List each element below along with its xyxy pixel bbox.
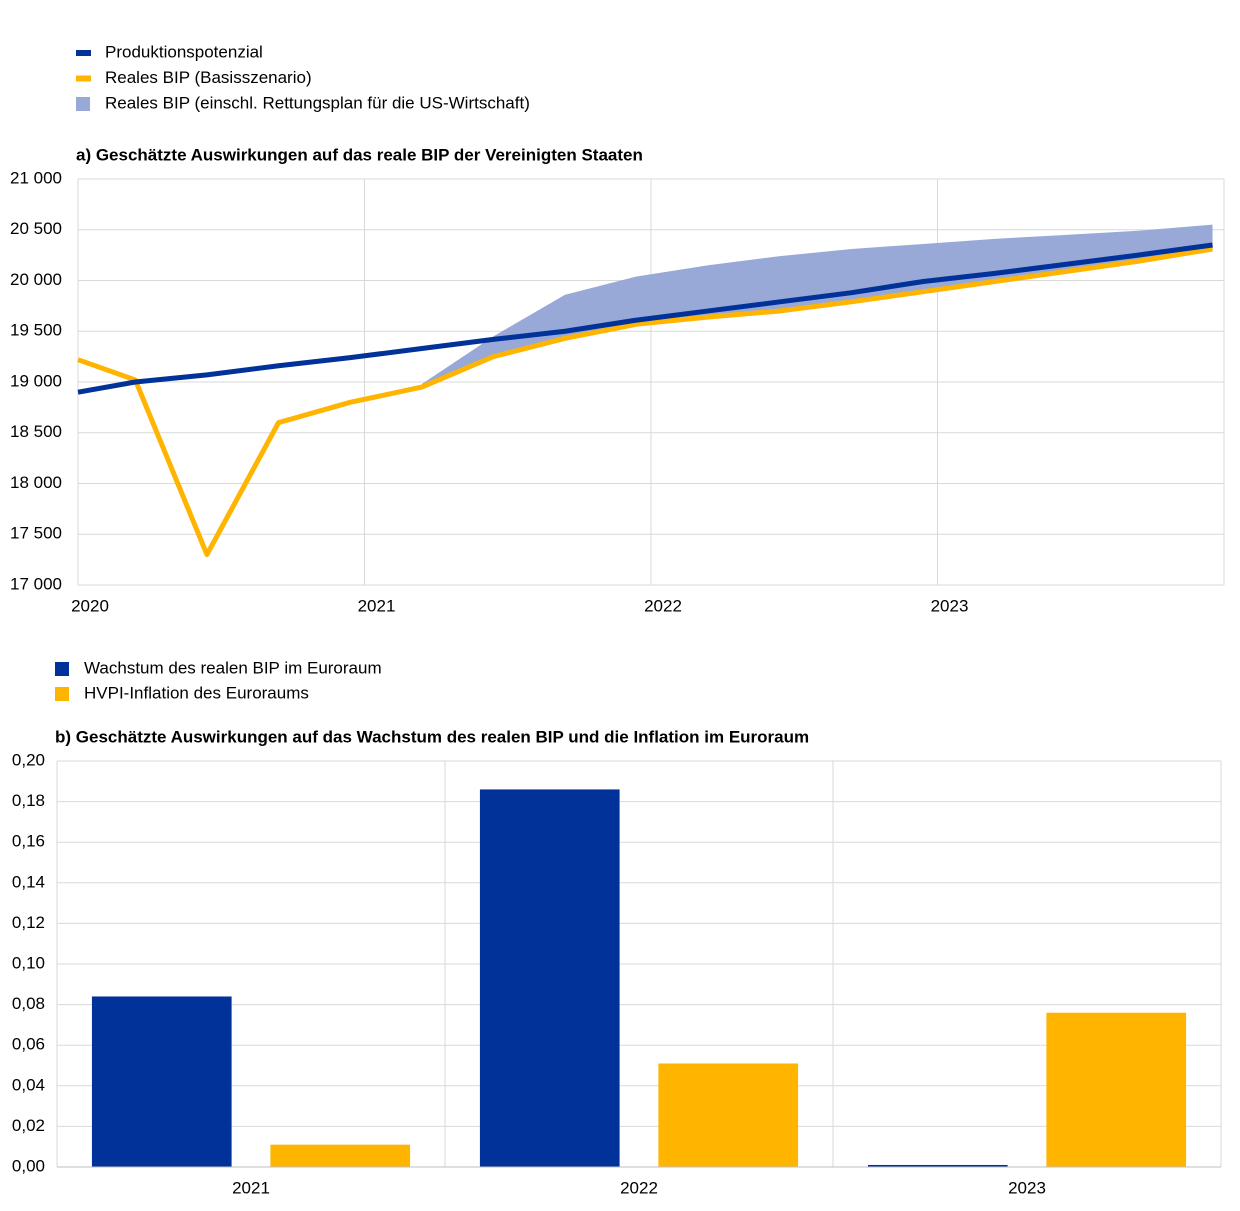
x-tick-label: 2022 xyxy=(644,596,682,615)
legend-label: HVPI-Inflation des Euroraums xyxy=(84,683,309,702)
line-series xyxy=(77,242,1213,395)
y-tick-label: 20 000 xyxy=(10,270,62,289)
y-tick-label: 20 500 xyxy=(10,219,62,238)
y-tick-label: 21 000 xyxy=(10,168,62,187)
y-tick-label: 0,04 xyxy=(12,1075,45,1094)
legend-swatch xyxy=(55,687,69,701)
y-tick-label: 0,02 xyxy=(12,1116,45,1135)
bar xyxy=(91,996,232,1167)
bar xyxy=(479,789,620,1167)
bar xyxy=(658,1063,799,1167)
legend-label: Reales BIP (Basisszenario) xyxy=(105,68,312,87)
y-tick-label: 0,16 xyxy=(12,832,45,851)
legend-label: Produktionspotenzial xyxy=(105,42,263,61)
legend-swatch xyxy=(76,75,91,82)
x-tick-label: 2022 xyxy=(620,1178,658,1197)
legend-label: Reales BIP (einschl. Rettungsplan für di… xyxy=(105,93,530,112)
y-tick-label: 0,18 xyxy=(12,791,45,810)
legend-swatch xyxy=(76,50,91,56)
legend-swatch xyxy=(55,662,69,676)
x-tick-label: 2021 xyxy=(232,1178,270,1197)
bar xyxy=(1046,1012,1187,1167)
y-tick-label: 0,20 xyxy=(12,750,45,769)
y-tick-label: 0,00 xyxy=(12,1156,45,1175)
y-tick-label: 0,06 xyxy=(12,1035,45,1054)
chart-title: a) Geschätzte Auswirkungen auf das reale… xyxy=(76,145,643,164)
y-tick-label: 19 000 xyxy=(10,371,62,390)
bar xyxy=(270,1144,411,1167)
x-tick-label: 2023 xyxy=(931,596,969,615)
legend-swatch xyxy=(76,97,90,111)
x-tick-label: 2023 xyxy=(1008,1178,1046,1197)
y-tick-label: 0,14 xyxy=(12,872,45,891)
y-tick-label: 0,10 xyxy=(12,953,45,972)
legend-label: Wachstum des realen BIP im Euroraum xyxy=(84,658,382,677)
y-tick-label: 0,08 xyxy=(12,994,45,1013)
line-series xyxy=(77,246,1213,558)
y-tick-label: 0,12 xyxy=(12,913,45,932)
x-tick-label: 2020 xyxy=(71,596,109,615)
y-tick-label: 17 000 xyxy=(10,574,62,593)
y-tick-label: 18 000 xyxy=(10,473,62,492)
bar xyxy=(867,1164,1008,1167)
x-tick-label: 2021 xyxy=(358,596,396,615)
y-tick-label: 19 500 xyxy=(10,321,62,340)
y-tick-label: 18 500 xyxy=(10,422,62,441)
y-tick-label: 17 500 xyxy=(10,524,62,543)
chart-title: b) Geschätzte Auswirkungen auf das Wachs… xyxy=(55,727,809,746)
